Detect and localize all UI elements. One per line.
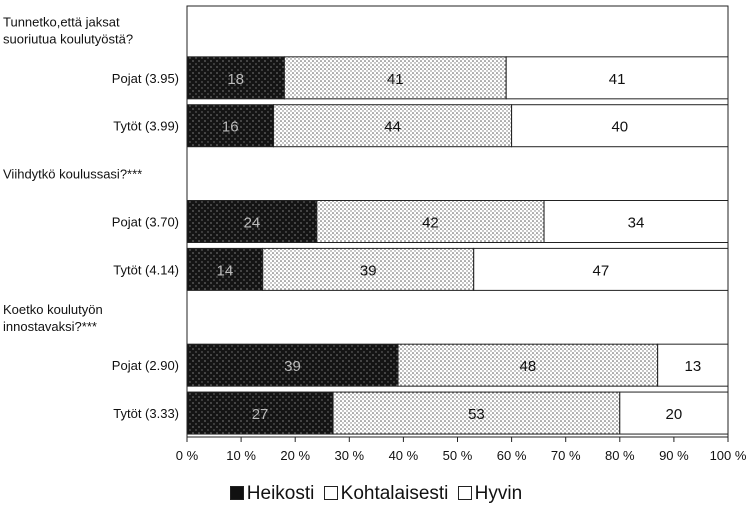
data-label: 42	[422, 215, 439, 232]
bar-segment	[186, 343, 399, 387]
row-label: Tytöt (3.33)	[113, 406, 179, 421]
data-label: 41	[387, 71, 404, 88]
bar-segment	[262, 247, 475, 291]
data-label: 47	[593, 262, 610, 279]
data-label: 53	[468, 406, 485, 423]
x-tick-label: 70 %	[551, 448, 581, 463]
legend-swatch-heikosti	[229, 486, 244, 500]
group-title: Viihdytkö koulussasi?***	[3, 167, 142, 182]
bar-segment	[283, 56, 507, 100]
legend-item-hyvin: Hyvin	[457, 483, 523, 505]
bar-segment	[186, 56, 285, 100]
data-label: 44	[384, 119, 401, 136]
x-tick-label: 30 %	[334, 448, 364, 463]
bar-segment	[473, 247, 729, 291]
data-label: 40	[611, 119, 628, 136]
bar-segment	[332, 391, 621, 435]
legend-item-kohtalaisesti: Kohtalaisesti	[323, 483, 449, 505]
bar-segment	[186, 200, 318, 243]
data-label: 39	[284, 358, 301, 375]
data-label: 41	[609, 71, 626, 88]
legend-swatch-hyvin	[457, 486, 472, 500]
data-label: 16	[222, 119, 239, 136]
group-title: Koetko koulutyön innostavaksi?***	[3, 302, 103, 334]
x-tick-label: 40 %	[389, 448, 419, 463]
x-tick-label: 20 %	[280, 448, 310, 463]
bar-segment	[273, 104, 513, 148]
x-tick-label: 0 %	[176, 448, 199, 463]
data-label: 14	[217, 262, 234, 279]
legend-label-hyvin: Hyvin	[474, 483, 523, 504]
bar-segment	[543, 200, 729, 243]
bar-segment	[186, 247, 264, 291]
legend-item-heikosti: Heikosti	[229, 483, 315, 505]
data-label: 27	[252, 406, 269, 423]
bar-segment	[397, 343, 659, 387]
data-label: 13	[684, 358, 701, 375]
legend-label-heikosti: Heikosti	[246, 483, 315, 504]
row-label: Pojat (3.95)	[112, 71, 179, 86]
x-tick-label: 90 %	[659, 448, 689, 463]
x-tick-label: 80 %	[605, 448, 635, 463]
data-label: 24	[244, 215, 261, 232]
bar-segment	[511, 104, 729, 148]
legend-swatch-kohtalaisesti	[323, 486, 338, 500]
x-tick-label: 100 %	[710, 448, 747, 463]
row-label: Tytöt (4.14)	[113, 262, 179, 277]
x-tick-label: 60 %	[497, 448, 527, 463]
legend-label-kohtalaisesti: Kohtalaisesti	[340, 483, 449, 504]
bar-segment	[657, 343, 729, 387]
data-label: 48	[519, 358, 536, 375]
group-title: Tunnetko,että jaksat suoriutua koulutyöst…	[3, 14, 133, 46]
data-label: 20	[666, 406, 683, 423]
data-label: 39	[360, 262, 377, 279]
bar-segment	[186, 104, 275, 148]
data-label: 18	[227, 71, 244, 88]
data-label: 34	[628, 215, 645, 232]
bar-segment	[619, 391, 729, 435]
x-tick-label: 50 %	[443, 448, 473, 463]
bar-segment	[316, 200, 545, 243]
chart-legend: Heikosti Kohtalaisesti Hyvin	[0, 483, 752, 505]
row-label: Pojat (2.90)	[112, 358, 179, 373]
bar-segment	[505, 56, 729, 100]
x-tick-label: 10 %	[226, 448, 256, 463]
row-label: Pojat (3.70)	[112, 215, 179, 230]
row-label: Tytöt (3.99)	[113, 119, 179, 134]
bar-segment	[186, 391, 334, 435]
